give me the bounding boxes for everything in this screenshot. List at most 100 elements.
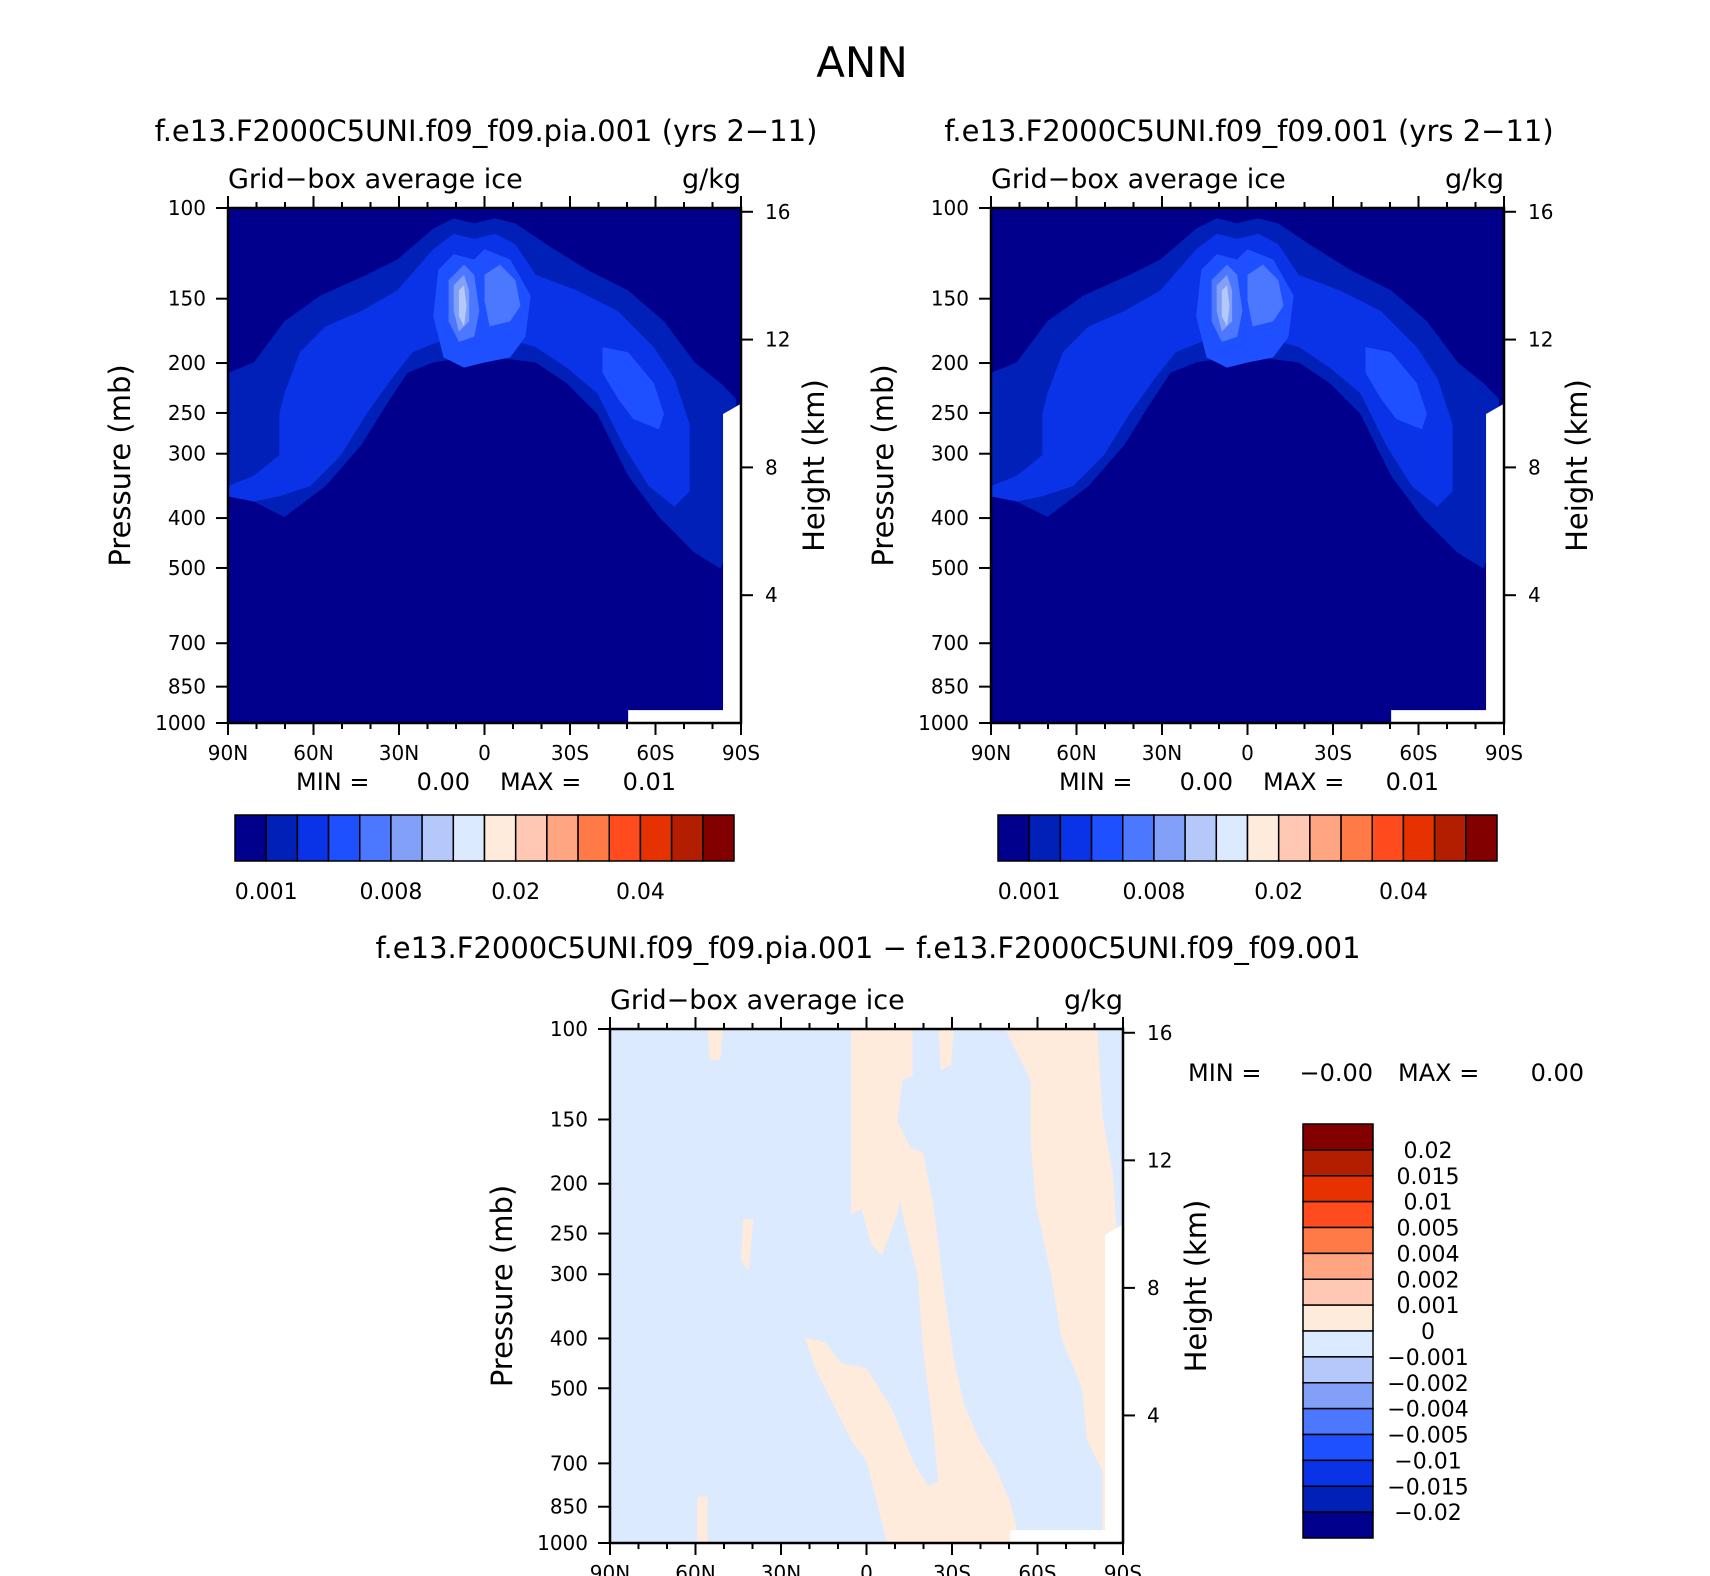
y-tick-label: 250 xyxy=(550,1222,588,1246)
y-right-tick-label: 4 xyxy=(1147,1403,1160,1427)
colorbar: 0.001 0.008 0.02 0.04 xyxy=(997,814,1498,905)
colorbar-swatch xyxy=(702,814,735,862)
min-value: 0.00 xyxy=(1180,768,1233,796)
x-tick-label: 30S xyxy=(1314,741,1352,765)
y-tick-label: 250 xyxy=(168,401,206,425)
y-tick-label: 850 xyxy=(550,1495,588,1519)
colorbar-swatch xyxy=(234,814,267,862)
contour-region-4 xyxy=(1365,347,1427,430)
colorbar-label: 0.01 xyxy=(1404,1191,1453,1216)
x-tick-label: 30N xyxy=(761,1561,801,1576)
colorbar-swatch xyxy=(1302,1511,1374,1539)
y-tick-label: 300 xyxy=(550,1262,588,1286)
x-tick-label: 60N xyxy=(1056,741,1096,765)
plot-area xyxy=(610,1029,1123,1543)
y-tick-label: 150 xyxy=(168,287,206,311)
colorbar-swatch xyxy=(1059,814,1093,862)
contour-region-2 xyxy=(851,1029,918,1256)
colorbar-swatch xyxy=(1215,814,1249,862)
y-right-tick-label: 4 xyxy=(765,583,778,607)
colorbar-label: −0.005 xyxy=(1387,1424,1468,1449)
min-label: MIN = xyxy=(1188,1059,1261,1087)
colorbar-swatch xyxy=(359,814,392,862)
colorbar-swatch xyxy=(1302,1433,1374,1462)
contour-region-6 xyxy=(740,1219,754,1271)
page-title: ANN xyxy=(816,38,908,87)
colorbar-label: −0.002 xyxy=(1387,1372,1468,1397)
colorbar-swatch xyxy=(1302,1175,1374,1203)
contour-region-1 xyxy=(228,218,736,569)
colorbar-label: 0.015 xyxy=(1397,1165,1460,1190)
x-tick-label: 30N xyxy=(379,741,419,765)
max-label: MAX = xyxy=(1263,768,1344,796)
colorbar-swatch xyxy=(1122,814,1155,862)
colorbar-label: 0.02 xyxy=(491,880,540,905)
colorbar-swatch xyxy=(1090,814,1124,862)
colorbar-swatch xyxy=(514,814,548,862)
x-tick-label: 90N xyxy=(971,741,1011,765)
y-right-tick-label: 8 xyxy=(765,455,778,479)
y-tick-label: 850 xyxy=(168,675,206,699)
colorbar-swatch xyxy=(1309,814,1342,862)
colorbar-swatch xyxy=(639,814,673,862)
colorbar-swatch xyxy=(608,814,642,862)
y-tick-label: 700 xyxy=(931,631,969,655)
contour-region-1 xyxy=(991,218,1499,569)
colorbar-label: 0.02 xyxy=(1254,880,1303,905)
y-right-tick-label: 4 xyxy=(1528,583,1541,607)
chart-subtitle-right: g/kg xyxy=(1064,985,1123,1016)
colorbar-label: 0.008 xyxy=(1122,880,1185,905)
y-axis-label: Pressure (mb) xyxy=(485,1185,519,1387)
contour-region-5 xyxy=(804,1142,1021,1543)
contour-region-3 xyxy=(938,1029,954,1071)
x-tick-label: 90S xyxy=(722,741,760,765)
chart-panel-1: f.e13.F2000C5UNI.f09_f09.pia.001 (yrs 2−… xyxy=(103,114,831,905)
min-label: MIN = xyxy=(296,768,369,796)
colorbar-label: 0.001 xyxy=(1397,1294,1460,1319)
contour-region-8 xyxy=(458,285,467,327)
y-tick-label: 500 xyxy=(550,1376,588,1400)
colorbar-label: 0.04 xyxy=(616,880,665,905)
y-axis-label-right: Height (km) xyxy=(1179,1200,1213,1373)
y-tick-label: 1000 xyxy=(918,711,969,735)
colorbar-swatch xyxy=(1184,814,1218,862)
x-tick-label: 90N xyxy=(590,1561,630,1576)
y-tick-label: 200 xyxy=(931,351,969,375)
y-tick-label: 100 xyxy=(931,196,969,220)
min-max-readout: MIN = 0.00 MAX = 0.01 xyxy=(1059,768,1439,796)
y-tick-label: 700 xyxy=(168,631,206,655)
chart-subtitle-left: Grid−box average ice xyxy=(991,164,1286,195)
colorbar-label: 0.001 xyxy=(998,880,1061,905)
max-label: MAX = xyxy=(500,768,581,796)
colorbar-swatch xyxy=(1302,1149,1374,1177)
colorbar-label: 0.04 xyxy=(1379,880,1428,905)
contour-region-1 xyxy=(707,1029,723,1060)
chart-title: f.e13.F2000C5UNI.f09_f09.pia.001 − f.e13… xyxy=(375,931,1360,965)
min-value: −0.00 xyxy=(1299,1059,1373,1087)
colorbar-label: −0.004 xyxy=(1387,1398,1468,1423)
colorbar-label: 0.002 xyxy=(1397,1268,1460,1293)
colorbar-swatch xyxy=(1246,814,1280,862)
contour-region-6 xyxy=(1247,264,1284,327)
colorbar-swatch xyxy=(577,814,610,862)
colorbar-swatch xyxy=(327,814,361,862)
colorbar-label: 0.004 xyxy=(1397,1242,1460,1267)
y-tick-label: 200 xyxy=(550,1172,588,1196)
colorbar-label: −0.01 xyxy=(1394,1449,1461,1474)
y-right-tick-label: 16 xyxy=(1528,200,1553,224)
colorbar-label: −0.001 xyxy=(1387,1346,1468,1371)
min-value: 0.00 xyxy=(417,768,470,796)
colorbar-swatch xyxy=(1302,1356,1374,1384)
y-tick-label: 500 xyxy=(168,556,206,580)
colorbar-swatch xyxy=(452,814,486,862)
colorbar-label: −0.015 xyxy=(1387,1475,1468,1500)
chart-subtitle-left: Grid−box average ice xyxy=(228,164,523,195)
colorbar-swatch xyxy=(670,814,704,862)
chart-subtitle-left: Grid−box average ice xyxy=(610,985,905,1016)
y-right-tick-label: 16 xyxy=(765,200,790,224)
colorbar-swatch xyxy=(1340,814,1373,862)
colorbar-swatch xyxy=(1302,1459,1374,1487)
contour-region-4 xyxy=(602,347,664,430)
colorbar-swatch xyxy=(1302,1485,1374,1513)
chart-panel-2: f.e13.F2000C5UNI.f09_f09.001 (yrs 2−11) G… xyxy=(866,114,1594,905)
